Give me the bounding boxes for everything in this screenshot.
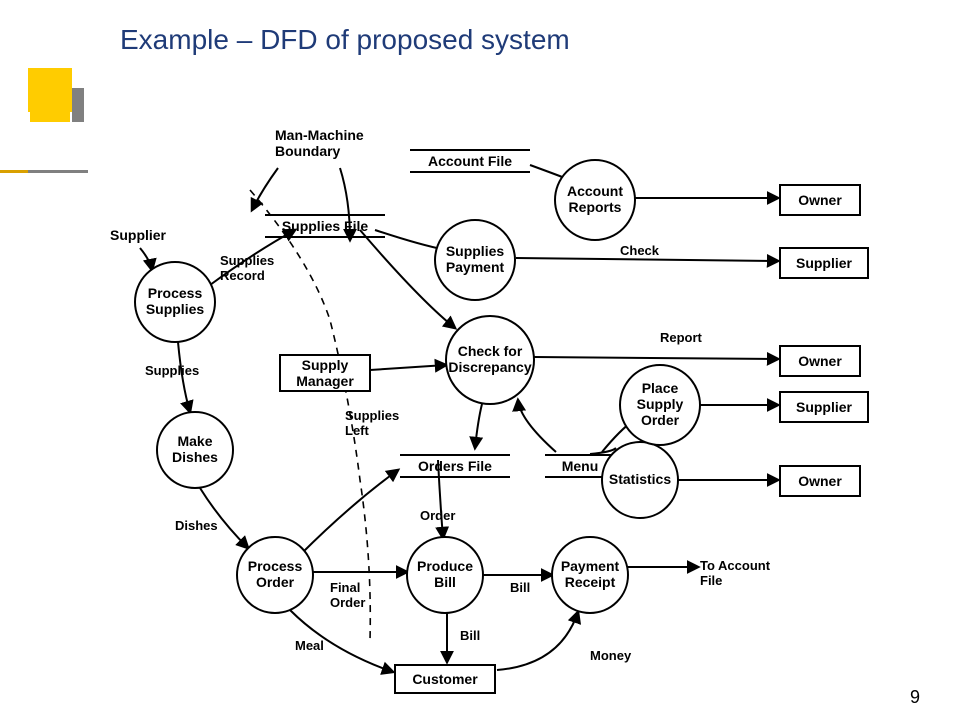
box-label-supply-manager: SupplyManager xyxy=(296,357,354,389)
external-label-owner-3: Owner xyxy=(798,473,842,489)
process-label-statistics: Statistics xyxy=(609,471,671,487)
flow-edge-14 xyxy=(370,365,446,370)
process-label-place-supply-order: PlaceSupplyOrder xyxy=(637,380,684,428)
label-supplies-left: SuppliesLeft xyxy=(345,408,399,438)
flow-edge-19 xyxy=(534,357,778,359)
label-supplier-src: Supplier xyxy=(110,227,167,243)
datastore-label-account-file: Account File xyxy=(428,153,512,169)
external-label-supplier-1: Supplier xyxy=(796,255,853,271)
flow-edge-25 xyxy=(252,168,278,210)
datastore-label-supplies-file: Supplies File xyxy=(282,218,369,234)
datastore-label-orders-file: Orders File xyxy=(418,458,492,474)
label-meal-flow: Meal xyxy=(295,638,324,653)
label-money: Money xyxy=(590,648,632,663)
datastore-label-menu: Menu xyxy=(562,458,599,474)
label-bill-cust: Bill xyxy=(460,628,480,643)
external-label-customer: Customer xyxy=(412,671,478,687)
external-label-owner-2: Owner xyxy=(798,353,842,369)
flow-edge-8 xyxy=(497,612,578,670)
external-label-supplier-2: Supplier xyxy=(796,399,853,415)
label-to-acct: To AccountFile xyxy=(700,558,771,588)
flow-edge-0 xyxy=(140,248,152,270)
label-bill-pay: Bill xyxy=(510,580,530,595)
label-supplies-flow: Supplies xyxy=(145,363,199,378)
process-label-supplies-payment: SuppliesPayment xyxy=(446,243,505,275)
external-label-owner-1: Owner xyxy=(798,192,842,208)
label-report: Report xyxy=(660,330,703,345)
flow-edge-13 xyxy=(475,404,482,448)
process-label-process-supplies: ProcessSupplies xyxy=(146,285,205,317)
label-dishes-flow: Dishes xyxy=(175,518,218,533)
process-label-check-discrepancy: Check forDiscrepancy xyxy=(448,343,531,375)
flow-edge-15 xyxy=(375,230,446,250)
process-label-account-reports: AccountReports xyxy=(567,183,623,215)
label-final-order: FinalOrder xyxy=(330,580,365,610)
process-label-payment-receipt: PaymentReceipt xyxy=(561,558,620,590)
flow-edge-10 xyxy=(300,470,398,555)
dfd-diagram: Supplies File Account File Orders File Menu… xyxy=(0,0,960,720)
label-supplies-record: SuppliesRecord xyxy=(220,253,274,283)
process-label-make-dishes: MakeDishes xyxy=(172,433,218,465)
flow-edge-12 xyxy=(518,400,556,452)
label-order: Order xyxy=(420,508,455,523)
label-man-machine: Man-MachineBoundary xyxy=(275,127,364,159)
flow-edge-18 xyxy=(516,258,778,261)
label-check: Check xyxy=(620,243,660,258)
